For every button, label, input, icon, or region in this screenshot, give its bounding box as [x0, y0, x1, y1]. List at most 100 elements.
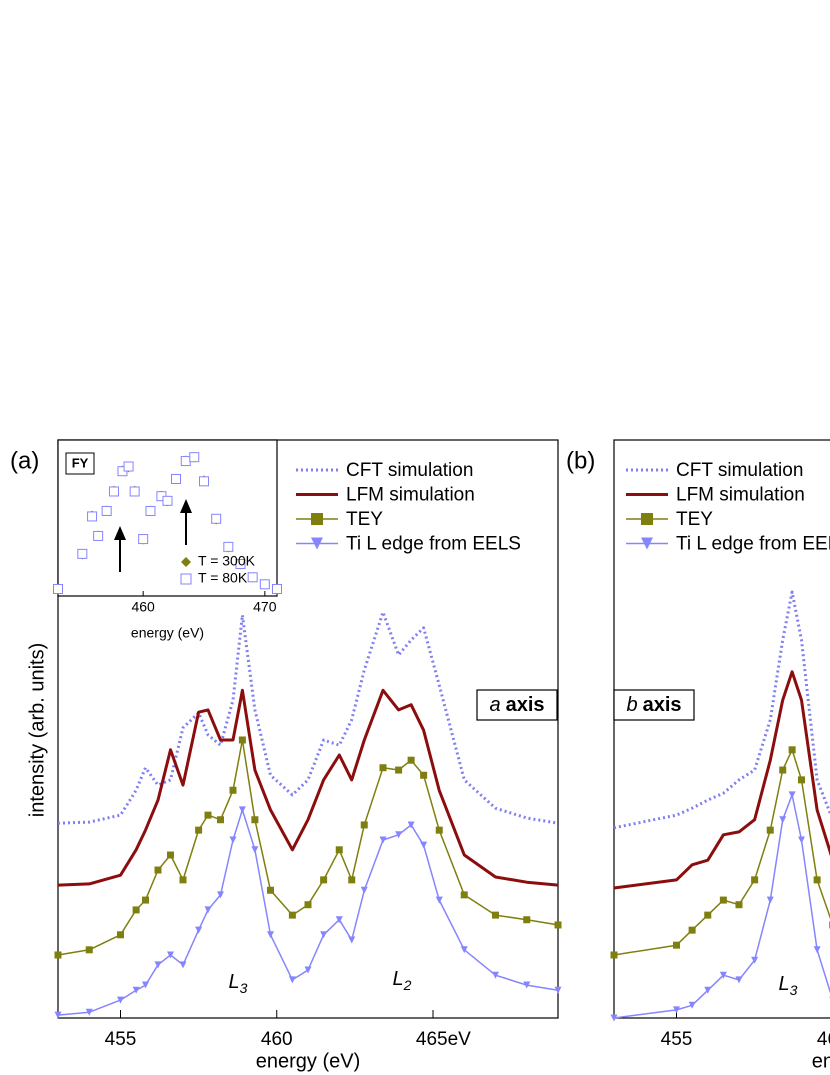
- axis-label-bold: axis: [506, 694, 545, 716]
- marker: [162, 495, 173, 506]
- panel-label: (b): [566, 447, 595, 474]
- marker: [167, 951, 174, 959]
- marker: [420, 841, 428, 849]
- marker: [217, 891, 224, 899]
- series-line: [57, 739, 559, 956]
- marker: [348, 876, 356, 884]
- marker: [154, 961, 162, 969]
- legend-label: T = 80K: [198, 570, 248, 586]
- marker: [704, 911, 712, 919]
- inset-label: FY: [72, 455, 89, 470]
- peak-label-main: L: [393, 968, 404, 990]
- marker: [123, 461, 134, 472]
- legend-label: CFT simulation: [346, 460, 473, 481]
- marker: [320, 876, 328, 884]
- marker: [53, 583, 63, 594]
- series-line: [613, 670, 830, 890]
- marker: [251, 816, 259, 824]
- marker: [179, 876, 187, 884]
- marker: [779, 816, 787, 824]
- marker: [251, 846, 259, 854]
- marker: [108, 486, 119, 497]
- marker: [199, 476, 209, 487]
- legend-label: Ti L edge from EELS: [676, 534, 830, 555]
- marker: [766, 896, 774, 904]
- marker: [492, 911, 499, 919]
- marker: [554, 986, 562, 994]
- axis-label-box: [476, 689, 558, 721]
- legend-label: TEY: [346, 509, 383, 530]
- marker: [117, 931, 124, 939]
- marker: [54, 951, 62, 959]
- y-axis-label: intensity (arb. units): [26, 643, 48, 818]
- x-tick-label: 460: [131, 599, 155, 615]
- legend-label: TEY: [676, 509, 713, 530]
- series-line: [613, 590, 830, 830]
- peak-label-sub: 3: [790, 982, 798, 998]
- legend-marker: [311, 537, 323, 550]
- marker: [420, 771, 428, 779]
- marker: [788, 746, 796, 754]
- legend-label: CFT simulation: [676, 460, 803, 481]
- marker: [779, 766, 787, 774]
- marker: [145, 505, 156, 516]
- marker: [238, 736, 246, 744]
- series-line: [57, 610, 559, 825]
- marker: [379, 836, 387, 844]
- marker: [247, 572, 258, 583]
- peak-label: L3: [779, 973, 798, 997]
- x-tick-label: 465eV: [416, 1029, 471, 1050]
- marker: [235, 559, 246, 570]
- arrow-head: [114, 526, 126, 540]
- marker: [719, 971, 727, 979]
- marker: [179, 961, 187, 969]
- marker: [288, 911, 296, 919]
- marker: [673, 1006, 680, 1014]
- x-tick-label: 455: [661, 1029, 693, 1050]
- marker: [610, 951, 618, 959]
- arrow-head: [180, 499, 192, 513]
- marker: [223, 541, 234, 552]
- legend-label: T = 300K: [198, 553, 256, 569]
- x-tick-label: 460: [817, 1029, 830, 1050]
- marker: [610, 1014, 618, 1022]
- x-tick-label: 470: [253, 599, 277, 615]
- marker: [673, 941, 680, 949]
- marker: [735, 901, 743, 909]
- plot-frame: [613, 439, 830, 1019]
- marker: [217, 816, 224, 824]
- marker: [460, 891, 468, 899]
- marker: [335, 916, 343, 924]
- marker: [688, 926, 696, 934]
- marker: [379, 764, 387, 772]
- marker: [288, 976, 296, 984]
- series-line: [57, 688, 559, 887]
- marker: [93, 530, 104, 541]
- marker: [813, 946, 821, 954]
- panel-label: (a): [10, 447, 39, 474]
- axis-label-box: [613, 689, 695, 721]
- marker: [101, 505, 112, 516]
- marker: [142, 896, 149, 904]
- marker: [204, 906, 212, 914]
- marker: [54, 1011, 62, 1019]
- marker: [492, 971, 499, 979]
- marker: [138, 534, 149, 545]
- peak-label: L2: [393, 968, 412, 992]
- marker: [719, 896, 727, 904]
- marker: [751, 876, 759, 884]
- axis-label: a axis: [489, 694, 544, 716]
- marker: [407, 756, 415, 764]
- marker: [523, 981, 531, 989]
- marker: [238, 806, 246, 814]
- marker: [304, 901, 312, 909]
- peak-label-main: L: [229, 971, 240, 993]
- marker: [85, 946, 93, 954]
- x-axis-label: energy (eV): [812, 1050, 830, 1072]
- series-line: [57, 809, 559, 1016]
- peak-label-sub: 3: [240, 980, 248, 996]
- marker: [180, 456, 191, 467]
- axis-label-bold: axis: [643, 694, 682, 716]
- axis-label: b axis: [626, 694, 681, 716]
